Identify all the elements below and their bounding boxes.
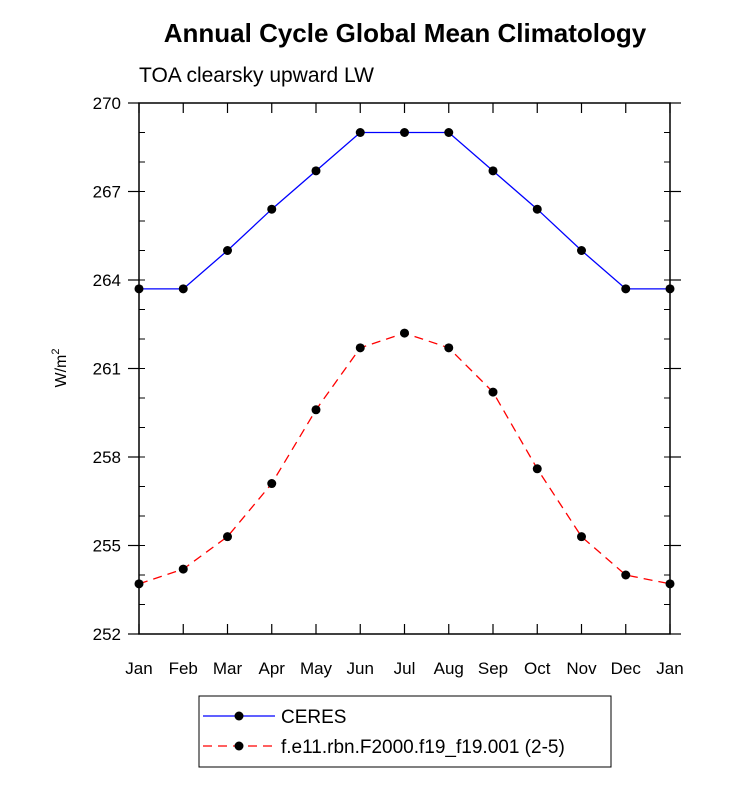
x-tick-label: Jul	[394, 659, 416, 678]
data-point	[355, 128, 365, 137]
legend-marker-1	[234, 711, 244, 721]
y-tick-label: 258	[93, 448, 121, 467]
y-tick-label: 264	[93, 271, 121, 290]
data-point	[223, 246, 232, 255]
data-point	[621, 570, 631, 580]
data-point	[355, 343, 365, 353]
data-point	[400, 128, 409, 137]
y-tick-label: 261	[93, 360, 121, 379]
y-tick-label: 255	[93, 537, 121, 556]
x-tick-label: May	[300, 659, 333, 678]
legend-box	[198, 695, 612, 768]
series-group	[134, 128, 675, 589]
x-tick-label: Jan	[656, 659, 683, 678]
data-point	[311, 405, 321, 415]
data-point	[267, 479, 277, 489]
x-tick-label: Mar	[213, 659, 243, 678]
x-tick-label: Jun	[347, 659, 374, 678]
y-axis-label-base: W/m	[53, 355, 70, 388]
data-point	[178, 564, 188, 574]
x-tick-label: Apr	[259, 659, 286, 678]
data-point	[488, 387, 498, 397]
x-tick-label: Jan	[125, 659, 152, 678]
data-point	[444, 343, 454, 353]
legend-label-1: CERES	[281, 707, 346, 728]
data-point	[178, 284, 188, 294]
data-point	[488, 166, 498, 176]
chart-title: Annual Cycle Global Mean Climatology	[164, 18, 647, 48]
data-point	[577, 246, 586, 255]
x-tick-label: Aug	[434, 659, 464, 678]
x-tick-label: Feb	[169, 659, 198, 678]
data-point	[444, 128, 454, 137]
data-point	[311, 166, 321, 176]
x-tick-label: Dec	[611, 659, 642, 678]
series-line-2	[138, 332, 671, 585]
x-tick-label: Nov	[566, 659, 597, 678]
legend: CERES f.e11.rbn.F2000.f19_f19.001 (2-5)	[198, 695, 612, 768]
y-tick-label: 270	[93, 94, 121, 113]
x-tick-label: Sep	[478, 659, 508, 678]
legend-marker-2	[234, 741, 244, 751]
series-line-1	[139, 131, 670, 290]
y-axis-label: W/m2	[50, 349, 70, 388]
chart-subtitle: TOA clearsky upward LW	[139, 64, 374, 87]
y-tick-label: 252	[93, 625, 121, 644]
data-point	[532, 464, 542, 474]
x-tick-label: Oct	[524, 659, 551, 678]
data-point	[223, 532, 232, 542]
axis-ticks: Jan Feb Mar Apr May Jun Jul Aug Sep Oct Nov Dec Jan2…	[93, 94, 684, 678]
data-point	[532, 204, 542, 214]
plot-frame	[138, 102, 671, 635]
y-axis-label-superscript: 2	[50, 349, 62, 355]
y-tick-label: 267	[93, 183, 121, 202]
data-point	[267, 204, 277, 214]
legend-label-2: f.e11.rbn.F2000.f19_f19.001 (2-5)	[281, 737, 565, 758]
data-point	[577, 532, 586, 542]
data-point	[621, 284, 631, 294]
data-point	[400, 328, 409, 338]
